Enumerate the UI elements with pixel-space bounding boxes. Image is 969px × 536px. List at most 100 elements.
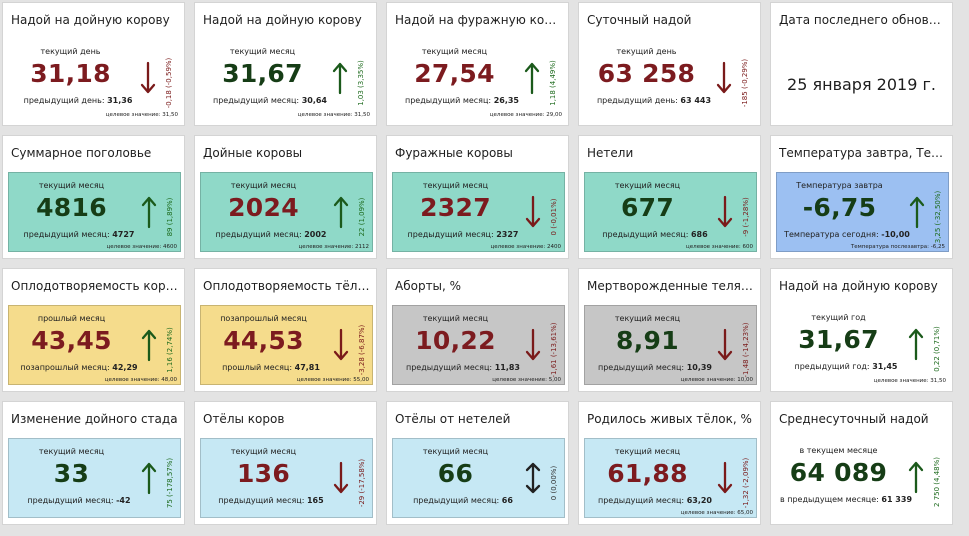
kpi-card: в текущем месяце 64 089 2 750 (4,48%) в пре… <box>776 438 949 518</box>
kpi-previous-value: 47,81 <box>294 363 320 372</box>
kpi-target: целевое значение: 2400 <box>490 244 561 250</box>
kpi-delta: 0 (0,00%) <box>550 465 558 501</box>
kpi-tile[interactable]: Отёлы коров текущий месяц 136 -29 (-17,58%)… <box>194 401 377 525</box>
kpi-previous-value: 4727 <box>112 230 135 239</box>
kpi-tile[interactable]: Среднесуточный надой в текущем месяце 64 0… <box>770 401 953 525</box>
kpi-value: 4816 <box>36 193 107 222</box>
kpi-value: 2327 <box>420 193 491 222</box>
tile-title: Аборты, % <box>395 279 462 293</box>
kpi-tile[interactable]: Надой на дойную корову текущий месяц 31,67… <box>194 2 377 126</box>
kpi-tile[interactable]: Оплодотворяемость коров... прошлый месяц 4… <box>2 268 185 392</box>
kpi-value: 8,91 <box>616 326 679 355</box>
kpi-tile[interactable]: Нетели текущий месяц 677 -9 (-1,28%) предыду… <box>578 135 761 259</box>
kpi-period-label: текущий день <box>40 47 101 56</box>
kpi-tile[interactable]: Родилось живых тёлок, % текущий месяц 61,8… <box>578 401 761 525</box>
kpi-previous: предыдущий месяц: 686 <box>585 230 725 239</box>
kpi-value: 31,67 <box>798 325 879 354</box>
kpi-target: целевое значение: 29,00 <box>489 112 562 118</box>
kpi-previous: предыдущий месяц: 2002 <box>201 230 341 239</box>
kpi-card: Температура завтра -6,75 3,25 (-32,50%) Тем… <box>776 172 949 252</box>
last-update-date: 25 января 2019 г. <box>787 75 936 94</box>
kpi-period-label: Температура завтра <box>796 181 883 190</box>
kpi-target: целевое значение: 31,50 <box>873 378 946 384</box>
arrow-up-icon <box>141 462 157 495</box>
kpi-previous-label: предыдущий месяц: <box>598 363 685 372</box>
kpi-tile[interactable]: Надой на дойную корову текущий год 31,67 0,… <box>770 268 953 392</box>
kpi-value: 63 258 <box>597 59 696 88</box>
kpi-tile[interactable]: Оплодотворяемость тёло... позапрошлый мес… <box>194 268 377 392</box>
kpi-previous: предыдущий месяц: 26,35 <box>392 96 532 105</box>
tile-title: Дойные коровы <box>203 146 303 160</box>
kpi-tile[interactable]: Мертворожденные телята,... текущий месяц 8… <box>578 268 761 392</box>
kpi-delta: 1,03 (3,35%) <box>357 60 365 106</box>
tile-title: Оплодотворяемость тёло... <box>203 279 370 293</box>
arrow-down-icon <box>525 195 541 228</box>
arrow-down-icon <box>333 461 349 494</box>
kpi-card: текущий месяц 33 75 (-178,57%) предыдущий м… <box>8 438 181 518</box>
kpi-tile[interactable]: Аборты, % текущий месяц 10,22 -1,61 (-13,61… <box>386 268 569 392</box>
kpi-period-label: текущий месяц <box>421 47 488 56</box>
date-tile[interactable]: Дата последнего обновлен... 25 января 201… <box>770 2 953 126</box>
tile-title: Изменение дойного стада <box>11 412 178 426</box>
kpi-value: 61,88 <box>607 459 688 488</box>
kpi-target: целевое значение: 10,00 <box>680 377 753 383</box>
kpi-previous-label: предыдущий день: <box>23 96 105 105</box>
kpi-period-label: текущий месяц <box>230 447 297 456</box>
kpi-previous-label: прошлый месяц: <box>222 363 293 372</box>
kpi-value: 31,18 <box>30 59 111 88</box>
kpi-card: текущий месяц 31,67 1,03 (3,35%) предыдущий… <box>200 39 373 119</box>
kpi-tile[interactable]: Суточный надой текущий день 63 258 -185 (-0… <box>578 2 761 126</box>
kpi-previous: предыдущий месяц: 66 <box>393 496 533 505</box>
tile-title: Надой на дойную корову <box>203 13 362 27</box>
kpi-card: текущий месяц 677 -9 (-1,28%) предыдущий ме… <box>584 172 757 252</box>
kpi-card: прошлый месяц 43,45 1,16 (2,74%) позапрошлы… <box>8 305 181 385</box>
kpi-tile[interactable]: Дойные коровы текущий месяц 2024 22 (1,09%)… <box>194 135 377 259</box>
kpi-previous: прошлый месяц: 47,81 <box>201 363 341 372</box>
kpi-card: текущий месяц 27,54 1,18 (4,49%) предыдущий… <box>392 39 565 119</box>
kpi-value: 43,45 <box>31 326 112 355</box>
tile-title: Среднесуточный надой <box>779 412 929 426</box>
kpi-previous: предыдущий месяц: 11,83 <box>393 363 533 372</box>
kpi-previous-value: 2327 <box>496 230 519 239</box>
kpi-previous-value: 61 339 <box>881 495 913 504</box>
kpi-target: целевое значение: 2112 <box>298 244 369 250</box>
kpi-previous-label: предыдущий месяц: <box>598 496 685 505</box>
kpi-target: целевое значение: 65,00 <box>680 510 753 516</box>
kpi-tile[interactable]: Изменение дойного стада текущий месяц 33 75… <box>2 401 185 525</box>
kpi-previous-label: предыдущий месяц: <box>407 230 494 239</box>
kpi-tile[interactable]: Суммарное поголовье текущий месяц 4816 89 (… <box>2 135 185 259</box>
kpi-tile[interactable]: Надой на дойную корову текущий день 31,18 -… <box>2 2 185 126</box>
kpi-target: целевое значение: 31,50 <box>105 112 178 118</box>
kpi-tile[interactable]: Отёлы от нетелей текущий месяц 66 0 (0,00%)… <box>386 401 569 525</box>
kpi-delta: 75 (-178,57%) <box>166 457 174 509</box>
kpi-value: 64 089 <box>789 458 888 487</box>
kpi-previous: позапрошлый месяц: 42,29 <box>9 363 149 372</box>
kpi-card: текущий месяц 8,91 -1,48 (-14,23%) предыдущ… <box>584 305 757 385</box>
kpi-previous: предыдущий месяц: 4727 <box>9 230 149 239</box>
arrow-up-icon <box>332 62 348 95</box>
kpi-period-label: текущий месяц <box>38 447 105 456</box>
arrow-down-icon <box>716 61 732 94</box>
kpi-previous-label: позапрошлый месяц: <box>20 363 110 372</box>
kpi-previous: предыдущий месяц: 165 <box>201 496 341 505</box>
kpi-previous-label: предыдущий месяц: <box>405 96 492 105</box>
kpi-previous: предыдущий день: 31,36 <box>8 96 148 105</box>
kpi-previous: предыдущий месяц: 2327 <box>393 230 533 239</box>
arrow-up-icon <box>333 196 349 229</box>
kpi-tile[interactable]: Фуражные коровы текущий месяц 2327 0 (-0,01… <box>386 135 569 259</box>
kpi-value: -6,75 <box>802 193 877 222</box>
kpi-previous-label: предыдущий месяц: <box>215 230 302 239</box>
kpi-previous-value: 63,20 <box>686 496 712 505</box>
kpi-tile[interactable]: Надой на фуражную корову текущий месяц 27,… <box>386 2 569 126</box>
kpi-previous-label: предыдущий месяц: <box>27 496 114 505</box>
tile-title: Отёлы коров <box>203 412 285 426</box>
kpi-previous-value: -42 <box>116 496 131 505</box>
kpi-target: целевое значение: 48,00 <box>104 377 177 383</box>
arrow-up-icon <box>141 196 157 229</box>
kpi-value: 33 <box>53 459 90 488</box>
kpi-delta: -0,18 (-0,59%) <box>165 57 173 109</box>
kpi-delta: 0,22 (0,71%) <box>933 326 941 372</box>
arrow-down-icon <box>333 328 349 361</box>
kpi-previous: предыдущий месяц: 63,20 <box>585 496 725 505</box>
kpi-tile[interactable]: Температура завтра, Тем... Температура за… <box>770 135 953 259</box>
